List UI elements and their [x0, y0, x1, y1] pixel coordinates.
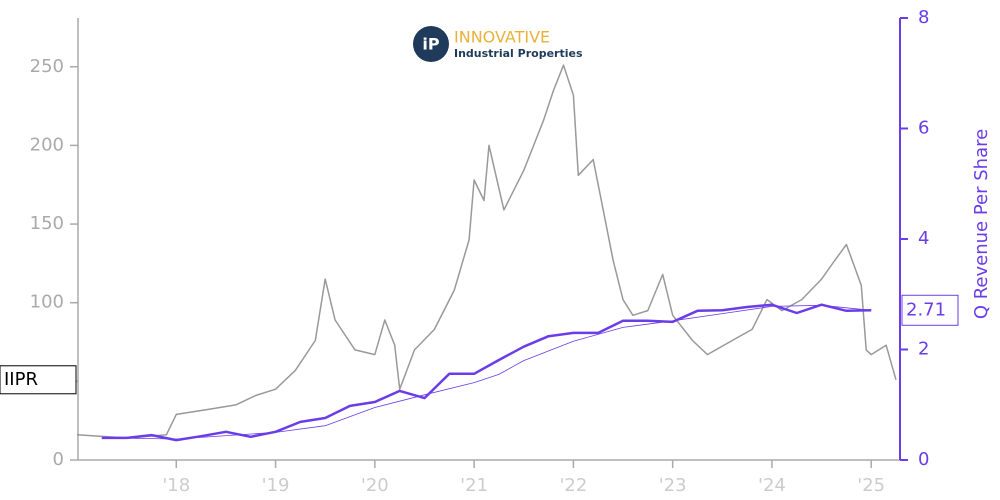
ticker-box: [0, 365, 77, 395]
x-tick-label: '20: [361, 475, 389, 496]
y2-tick-label: 4: [918, 228, 929, 249]
logo-title: INNOVATIVE: [454, 28, 550, 47]
y2-tick-label: 2: [918, 339, 929, 360]
series-line: [101, 303, 872, 442]
logo-subtitle: Industrial Properties: [454, 47, 583, 60]
y2-tick-label: 0: [918, 449, 929, 470]
x-tick-label: '24: [758, 475, 786, 496]
x-tick-label: '18: [162, 475, 190, 496]
ticker-label: IIPR: [4, 369, 38, 390]
logo-icon: [413, 26, 449, 62]
series-line: [76, 64, 897, 439]
y-tick-label: 250: [30, 56, 64, 77]
y-tick-label: 150: [30, 213, 64, 234]
y-tick-label: 100: [30, 292, 64, 313]
y-tick-label: 200: [30, 134, 64, 155]
last-value-box: [901, 294, 959, 326]
y2-tick-label: 8: [918, 7, 929, 28]
x-tick-label: '22: [559, 475, 587, 496]
series-line: [101, 304, 872, 440]
y2-tick-label: 6: [918, 118, 929, 139]
x-tick-label: '21: [460, 475, 488, 496]
x-tick-label: '19: [262, 475, 290, 496]
logo: iP INNOVATIVE Industrial Properties: [413, 26, 583, 62]
x-tick-label: '23: [659, 475, 687, 496]
logo-mark: iP: [422, 35, 439, 54]
y2-axis-label: Q Revenue Per Share: [971, 129, 992, 319]
last-value-label: 2.71: [906, 299, 946, 320]
x-tick-label: '25: [857, 475, 885, 496]
y-tick-label: 0: [53, 449, 64, 470]
